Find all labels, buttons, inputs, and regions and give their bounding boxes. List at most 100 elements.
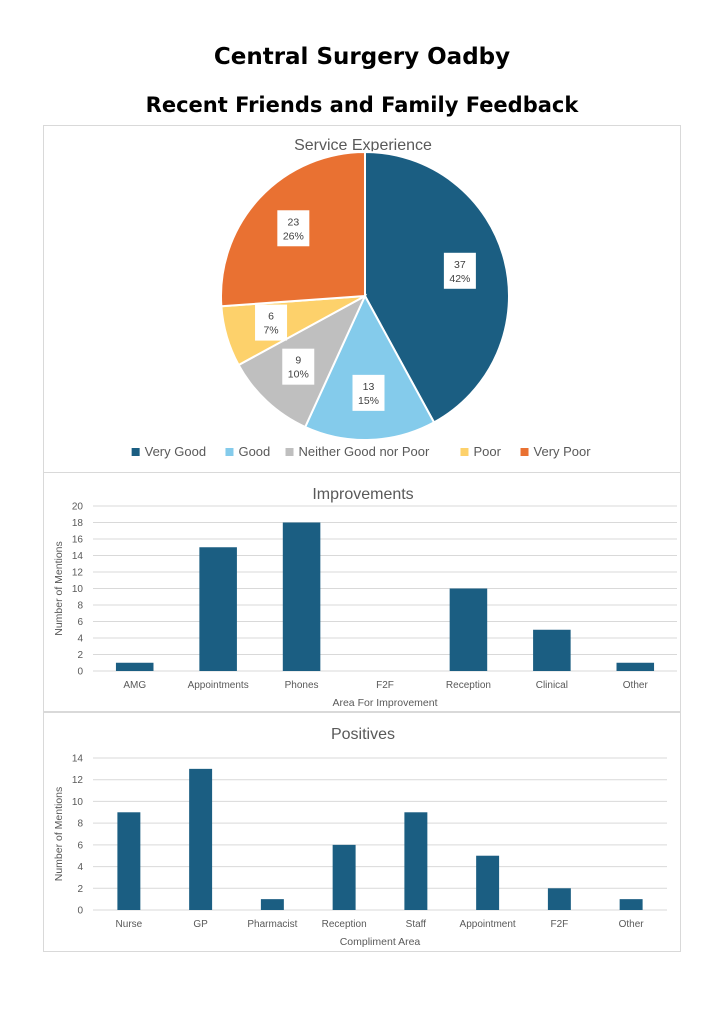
y-tick-label: 6 [77,840,83,851]
y-tick-label: 20 [72,502,84,513]
y-tick-label: 12 [72,775,84,786]
x-tick-label: Other [619,919,645,930]
chart-title: Positives [331,726,395,743]
legend-label: Very Poor [534,444,592,459]
y-tick-label: 18 [72,518,84,529]
y-tick-label: 8 [77,819,83,830]
bar-nurse [117,812,141,910]
bar-appointments [199,547,237,671]
service-experience-chart: Service Experience 37 42% 13 15% 9 10% 6 7% 23 26%… [43,125,681,473]
x-axis-label: Area For Improvement [332,697,437,709]
x-tick-label: GP [193,919,208,930]
data-label-box [352,374,385,411]
legend-swatch [225,448,234,456]
x-tick-label: Appointment [460,919,516,930]
data-label-box [277,210,310,247]
data-label-value: 9 [295,355,301,367]
data-label-value: 6 [268,311,274,323]
data-label-value: 23 [287,216,299,228]
legend-swatch [460,448,469,456]
data-label-percent: 15% [358,395,379,407]
data-label-box [255,304,288,341]
y-tick-label: 14 [72,754,84,765]
y-tick-label: 6 [77,617,83,628]
data-label-box [282,348,315,385]
data-label-value: 13 [363,381,375,393]
bar-amg [115,662,154,671]
data-label-percent: 42% [449,273,470,285]
y-tick-label: 2 [77,650,83,661]
legend-label: Good [238,444,270,459]
chart-title: Service Experience [294,137,432,154]
x-tick-label: Nurse [116,919,143,930]
y-tick-label: 0 [77,906,83,917]
bar-clinical [533,629,571,671]
bar-reception [449,588,488,671]
x-axis-label: Compliment Area [340,936,421,948]
x-tick-label: Reception [446,680,491,691]
bar-phones [282,522,321,671]
page-title: Central Surgery Oadby [213,44,511,70]
y-tick-label: 10 [72,584,84,595]
y-tick-label: 10 [72,797,84,808]
x-tick-label: F2F [376,680,394,691]
legend-swatch [285,448,294,456]
data-label-percent: 7% [263,325,278,337]
bar-appointment [476,855,500,910]
legend-item-very-good: Very Good [131,444,206,459]
x-tick-label: Appointments [188,680,249,691]
legend-label: Poor [473,444,501,459]
improvements-bar-chart-svg: Improvements 0 2 4 6 8 10 12 14 16 18 20 AMG Appointm… [53,486,677,709]
bar-reception [332,844,356,910]
y-tick-label: 4 [77,634,83,645]
legend-swatch [520,448,529,456]
pie-data-label-poor: 67% [255,304,288,341]
x-tick-label: Pharmacist [247,919,297,930]
y-tick-label: 16 [72,535,84,546]
x-tick-label: F2F [550,919,568,930]
bar-gp [189,768,213,910]
y-tick-label: 2 [77,884,83,895]
y-tick-label: 12 [72,568,84,579]
data-label-box [443,252,476,289]
legend-item-poor: Poor [460,444,502,459]
y-tick-label: 0 [77,667,83,678]
y-axis-label: Number of Mentions [53,787,65,882]
legend-label: Very Good [145,444,206,459]
y-tick-label: 4 [77,862,83,873]
y-tick-label: 8 [77,601,83,612]
bar-pharmacist [260,899,284,910]
bar-other [619,899,643,910]
legend-item-very-poor: Very Poor [520,444,592,459]
pie-slice-very-good [364,150,510,424]
pie-chart-svg: Service Experience3742%1315%910%67%2326%… [131,137,592,459]
positives-bar-chart-svg: Positives 0 2 4 6 8 10 12 14 Nurse GP Pharmacist Rec… [53,726,667,948]
pie-data-label-neither-good-nor-poor: 910% [282,348,315,385]
x-tick-label: Phones [285,680,319,691]
bar-staff [404,812,428,910]
legend-item-neither-good-nor-poor: Neither Good nor Poor [285,444,430,459]
y-tick-label: 14 [72,551,84,562]
legend-label: Neither Good nor Poor [299,444,430,459]
bar-other [616,662,655,671]
x-tick-label: AMG [123,680,146,691]
improvements-chart: Improvements 0 2 4 6 8 10 12 14 16 18 20 AMG Appointm… [43,472,681,712]
x-tick-label: Staff [406,919,427,930]
x-tick-label: Other [623,680,649,691]
x-tick-label: Clinical [536,680,568,691]
data-label-percent: 10% [288,369,309,381]
data-label-value: 37 [454,259,466,271]
bar-f2f [547,888,571,910]
pie-slice-good [303,293,436,441]
legend-item-good: Good [225,444,270,459]
legend-swatch [131,448,140,456]
page-subtitle: Recent Friends and Family Feedback [145,93,579,117]
x-tick-label: Reception [322,919,367,930]
positives-chart: Positives 0 2 4 6 8 10 12 14 Nurse GP Pharmacist Rec… [43,712,681,952]
y-axis-label: Number of Mentions [53,541,65,636]
data-label-percent: 26% [283,230,304,242]
chart-title: Improvements [312,486,413,503]
